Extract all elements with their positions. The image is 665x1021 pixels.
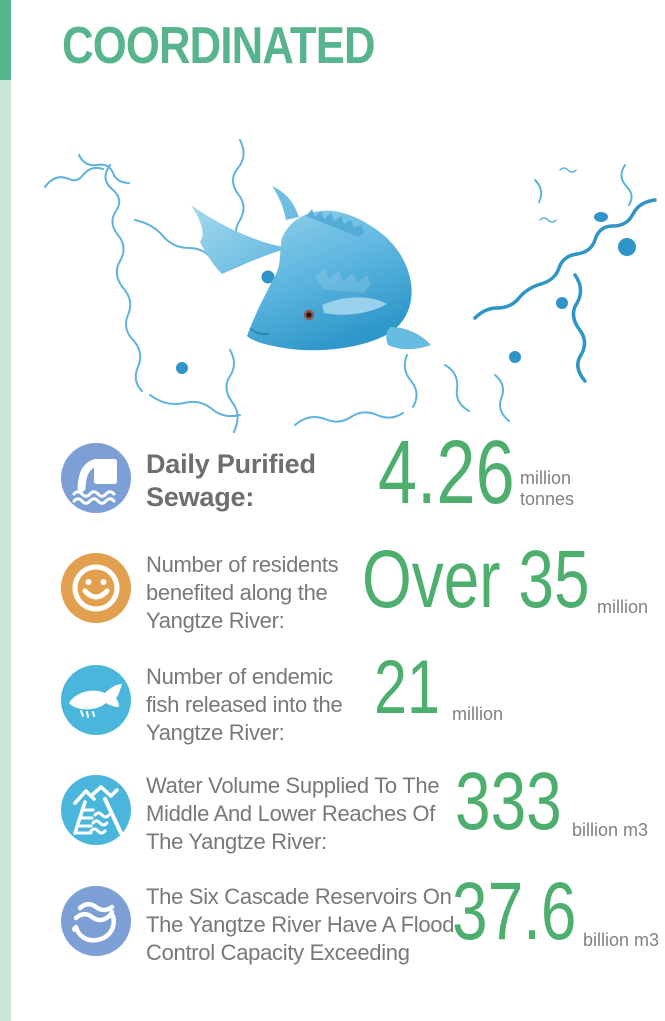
stat-value: 4.26: [378, 423, 515, 523]
sewage-outfall-icon: [61, 443, 131, 513]
stat-value: 37.6: [452, 866, 577, 957]
stat-unit: million tonnes: [520, 468, 574, 510]
dam-reservoir-icon: [61, 775, 131, 845]
stat-unit: billion m3: [572, 820, 649, 840]
smiley-face-icon: [61, 553, 131, 623]
stat-label: The Six Cascade Reservoirs On The Yangtz…: [146, 884, 455, 966]
yangtze-basin-illustration: [44, 139, 657, 433]
stat-unit: million: [452, 704, 504, 724]
river-lakes: [176, 212, 636, 374]
flood-water-icon: [61, 886, 131, 956]
stat-label: Number of endemic fish released into the…: [146, 664, 343, 746]
stat-label: Number of residents benefited along the …: [146, 552, 339, 634]
accent-bar-top: [0, 0, 11, 80]
stat-label: Water Volume Supplied To The Middle And …: [146, 773, 440, 855]
stat-label: Daily Purified Sewage:: [146, 449, 316, 513]
stat-value: Over 35: [362, 534, 590, 625]
stat-value: 21: [374, 645, 440, 730]
stat-value: 333: [455, 756, 562, 847]
sturgeon-illustration: [191, 186, 431, 351]
stat-unit-line: million: [520, 468, 572, 488]
main-river-line: [473, 198, 657, 383]
stat-unit: billion m3: [583, 930, 660, 950]
accent-bar-bottom: [0, 80, 11, 1021]
stat-unit: million: [597, 597, 649, 617]
stat-unit-line: tonnes: [520, 489, 575, 510]
sturgeon-icon: [61, 665, 131, 735]
page-title: COORDINATED: [62, 17, 376, 75]
river-lines: [44, 139, 633, 433]
